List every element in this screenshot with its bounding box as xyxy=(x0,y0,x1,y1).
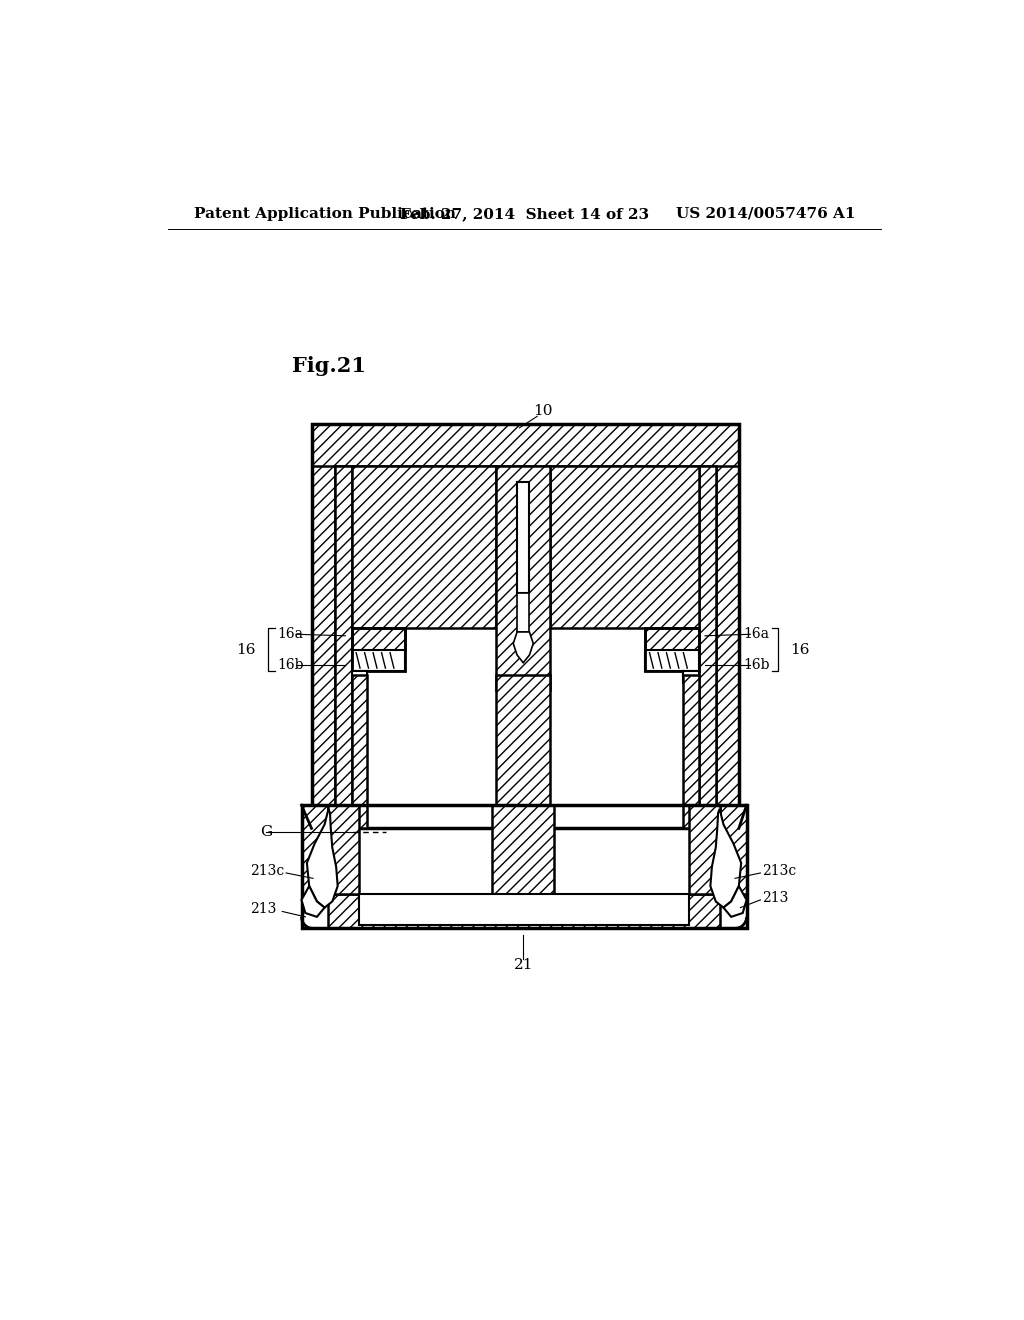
Bar xyxy=(351,628,406,671)
Bar xyxy=(517,482,529,594)
Bar xyxy=(329,805,359,894)
Bar xyxy=(335,466,351,829)
Bar xyxy=(497,466,550,689)
Bar xyxy=(645,628,698,671)
Text: Fig.21: Fig.21 xyxy=(292,356,367,376)
Text: 213c: 213c xyxy=(250,863,285,878)
Polygon shape xyxy=(724,886,746,917)
Bar xyxy=(550,466,698,628)
Polygon shape xyxy=(513,632,534,663)
Bar xyxy=(351,466,497,628)
Text: 213: 213 xyxy=(250,902,276,916)
Text: G: G xyxy=(260,825,272,840)
Bar xyxy=(689,805,720,894)
Text: 213c: 213c xyxy=(762,863,797,878)
Bar xyxy=(683,675,698,829)
Bar xyxy=(716,424,739,829)
Text: 16b: 16b xyxy=(743,659,770,672)
Polygon shape xyxy=(307,809,338,908)
Bar xyxy=(517,594,529,632)
Bar xyxy=(311,424,739,466)
Bar xyxy=(329,894,720,928)
Text: 10: 10 xyxy=(532,404,552,418)
Bar xyxy=(301,805,746,928)
Text: 16a: 16a xyxy=(743,627,770,642)
Text: 16b: 16b xyxy=(276,659,303,672)
Bar xyxy=(351,672,367,682)
Bar xyxy=(351,675,367,829)
Text: Feb. 27, 2014  Sheet 14 of 23: Feb. 27, 2014 Sheet 14 of 23 xyxy=(400,207,649,220)
Bar xyxy=(645,649,698,671)
Bar xyxy=(301,805,329,894)
Text: 16a: 16a xyxy=(276,627,303,642)
Text: 16: 16 xyxy=(237,643,256,656)
Bar xyxy=(720,805,746,894)
Bar xyxy=(359,894,689,924)
Text: 16: 16 xyxy=(791,643,810,656)
Text: 21: 21 xyxy=(513,958,534,973)
Polygon shape xyxy=(301,886,325,917)
Bar xyxy=(683,672,698,682)
Polygon shape xyxy=(711,809,741,908)
Bar xyxy=(493,805,554,894)
Bar xyxy=(645,628,698,649)
Bar xyxy=(311,424,335,829)
Bar xyxy=(351,628,406,649)
Bar xyxy=(698,466,716,829)
Text: Patent Application Publication: Patent Application Publication xyxy=(194,207,456,220)
Text: US 2014/0057476 A1: US 2014/0057476 A1 xyxy=(677,207,856,220)
Bar xyxy=(351,649,406,671)
Text: 213: 213 xyxy=(762,891,788,904)
Bar xyxy=(311,424,739,829)
Bar xyxy=(497,675,550,859)
